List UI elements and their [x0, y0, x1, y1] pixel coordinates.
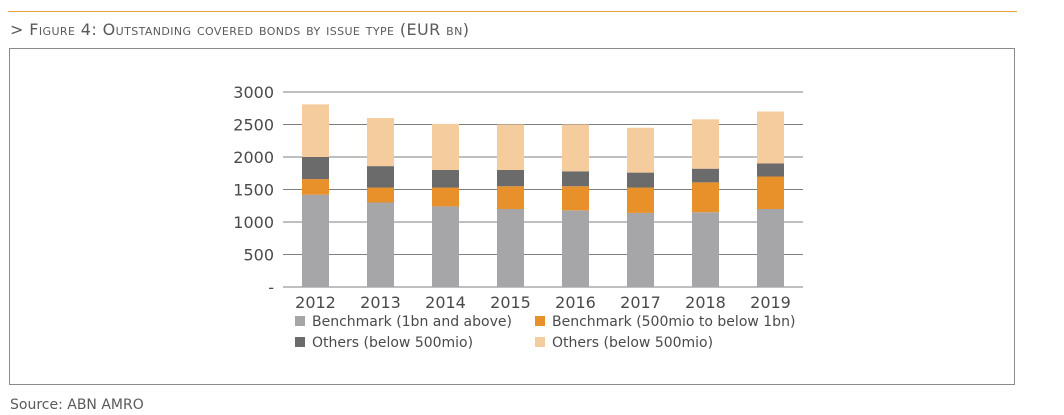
- legend-label-1: Benchmark (1bn and above): [312, 314, 512, 330]
- x-tick-label-2016: 2016: [555, 293, 596, 312]
- legend-label-3: Others (below 500mio): [312, 335, 473, 351]
- bar-2016-series-2: [562, 186, 589, 211]
- bar-2016-series-1: [562, 210, 589, 287]
- bar-2015-series-1: [497, 209, 524, 287]
- legend-swatch-4: [535, 337, 545, 347]
- y-tick-label: -: [268, 278, 274, 297]
- x-tick-label-2014: 2014: [425, 293, 466, 312]
- bar-2012-series-4: [302, 104, 329, 157]
- y-tick-label: 1500: [233, 181, 274, 200]
- bar-2014-series-2: [432, 187, 459, 207]
- bar-2019-series-1: [757, 209, 784, 287]
- x-tick-label-2019: 2019: [750, 293, 791, 312]
- y-tick-label: 3000: [233, 83, 274, 102]
- x-tick-label-2012: 2012: [295, 293, 336, 312]
- x-tick-label-2015: 2015: [490, 293, 531, 312]
- legend-label-4: Others (below 500mio): [552, 335, 713, 351]
- bar-2017-series-1: [627, 212, 654, 287]
- legend-swatch-3: [295, 337, 305, 347]
- legend-label-2: Benchmark (500mio to below 1bn): [552, 314, 795, 330]
- bar-2019-series-2: [757, 176, 784, 209]
- y-tick-label: 2000: [233, 148, 274, 167]
- bar-2014-series-1: [432, 206, 459, 287]
- source-note: Source: ABN AMRO: [10, 397, 144, 413]
- bar-2015-series-3: [497, 170, 524, 187]
- bar-2019-series-3: [757, 163, 784, 177]
- bar-2014-series-3: [432, 170, 459, 188]
- figure-title: > Figure 4: Outstanding covered bonds by…: [10, 20, 470, 39]
- bar-2012-series-1: [302, 194, 329, 287]
- bar-2018-series-3: [692, 168, 719, 183]
- bar-2017-series-2: [627, 187, 654, 213]
- x-tick-label-2013: 2013: [360, 293, 401, 312]
- bar-2013-series-2: [367, 187, 394, 203]
- y-tick-label: 2500: [233, 116, 274, 135]
- y-tick-label: 1000: [233, 213, 274, 232]
- top-rule: [8, 11, 1017, 12]
- bar-2019-series-4: [757, 111, 784, 164]
- bar-2013-series-4: [367, 118, 394, 167]
- bar-2016-series-3: [562, 171, 589, 187]
- bar-2015-series-4: [497, 124, 524, 170]
- chart-frame: [9, 48, 1015, 385]
- bar-2018-series-1: [692, 212, 719, 287]
- legend-swatch-1: [295, 316, 305, 326]
- bar-2013-series-3: [367, 166, 394, 188]
- bar-2018-series-4: [692, 119, 719, 169]
- x-tick-label-2017: 2017: [620, 293, 661, 312]
- bar-2014-series-4: [432, 123, 459, 170]
- bar-2013-series-1: [367, 202, 394, 287]
- bar-2017-series-3: [627, 172, 654, 188]
- y-tick-label: 500: [243, 246, 274, 265]
- bar-2012-series-2: [302, 179, 329, 195]
- bar-2018-series-2: [692, 182, 719, 213]
- bar-2012-series-3: [302, 157, 329, 180]
- bar-2016-series-4: [562, 124, 589, 172]
- bar-2017-series-4: [627, 127, 654, 173]
- legend-swatch-2: [535, 316, 545, 326]
- bar-2015-series-2: [497, 186, 524, 209]
- x-tick-label-2018: 2018: [685, 293, 726, 312]
